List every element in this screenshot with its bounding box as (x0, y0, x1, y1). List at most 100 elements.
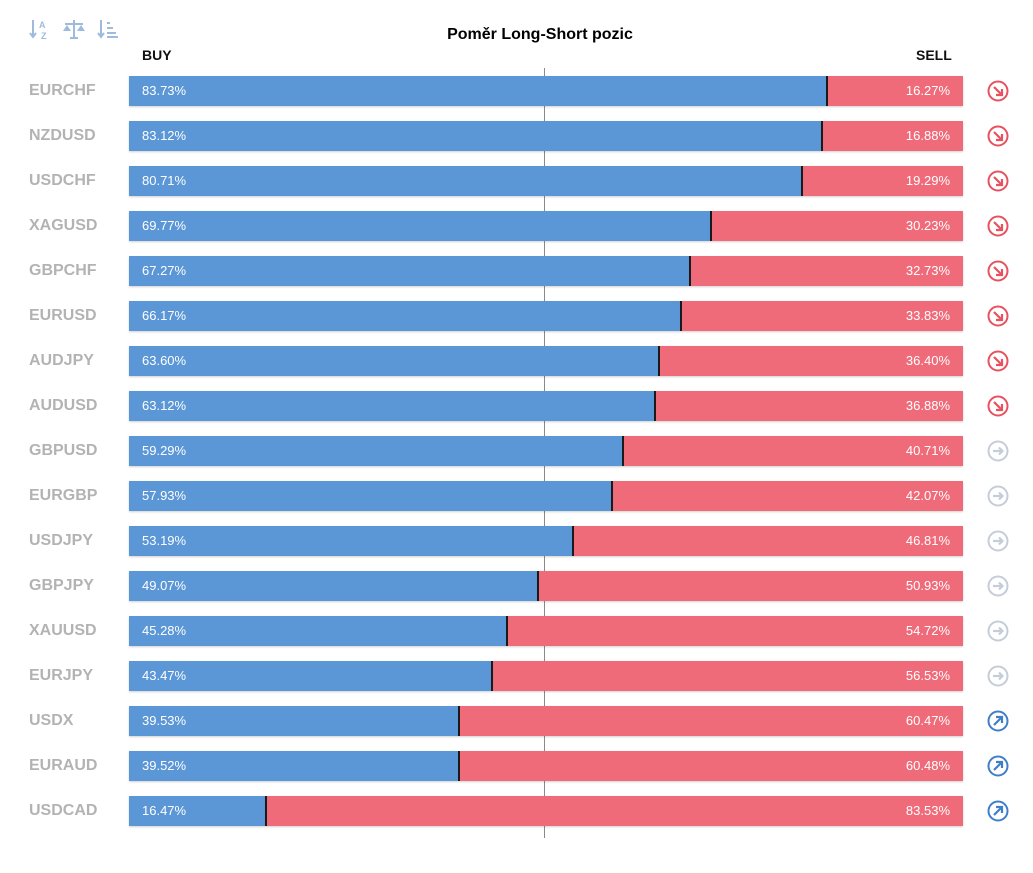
buy-bar (129, 256, 690, 286)
sell-percent: 36.88% (905, 398, 950, 413)
sort-list-icon[interactable] (96, 17, 120, 41)
symbol-label: XAGUSD (29, 217, 98, 234)
ratio-divider (458, 751, 460, 781)
symbol-label: USDX (29, 712, 74, 729)
symbol-label: AUDJPY (29, 352, 94, 369)
buy-bar (129, 571, 538, 601)
arrow-right-icon[interactable] (987, 665, 1009, 687)
ratio-row: GBPJPY 49.07% 50.93% (0, 571, 1033, 601)
arrow-down-right-icon[interactable] (987, 170, 1009, 192)
arrow-down-right-icon[interactable] (987, 395, 1009, 417)
buy-percent: 83.12% (142, 128, 187, 143)
sort-az-icon[interactable]: A Z (28, 17, 52, 41)
arrow-up-right-icon[interactable] (987, 800, 1009, 822)
ratio-divider (689, 256, 691, 286)
buy-bar (129, 481, 612, 511)
arrow-right-icon[interactable] (987, 620, 1009, 642)
ratio-row: EURJPY 43.47% 56.53% (0, 661, 1033, 691)
ratio-row: EURAUD 39.52% 60.48% (0, 751, 1033, 781)
buy-percent: 67.27% (142, 263, 187, 278)
buy-percent: 69.77% (142, 218, 187, 233)
ratio-divider (537, 571, 539, 601)
sell-bar (655, 391, 963, 421)
arrow-down-right-icon[interactable] (987, 305, 1009, 327)
sell-percent: 60.48% (905, 758, 950, 773)
arrow-up-right-icon[interactable] (987, 755, 1009, 777)
ratio-row: XAUUSD 45.28% 54.72% (0, 616, 1033, 646)
symbol-label: USDCAD (29, 802, 98, 819)
buy-percent: 39.53% (142, 713, 187, 728)
sell-bar (711, 211, 963, 241)
sort-az-bottom: Z (41, 31, 47, 41)
ratio-row: NZDUSD 83.12% 16.88% (0, 121, 1033, 151)
buy-bar (129, 76, 827, 106)
buy-percent: 49.07% (142, 578, 187, 593)
toolbar: A Z (28, 17, 120, 41)
sell-bar (623, 436, 963, 466)
ratio-row: USDCAD 16.47% 83.53% (0, 796, 1033, 826)
ratio-bar: 53.19% 46.81% (129, 526, 963, 556)
sell-bar (690, 256, 963, 286)
buy-header: BUY (142, 47, 172, 63)
symbol-label: GBPJPY (29, 577, 94, 594)
ratio-bar: 83.12% 16.88% (129, 121, 963, 151)
ratio-row: AUDUSD 63.12% 36.88% (0, 391, 1033, 421)
ratio-divider (658, 346, 660, 376)
symbol-label: NZDUSD (29, 127, 96, 144)
sell-bar (266, 796, 963, 826)
sell-percent: 32.73% (905, 263, 950, 278)
ratio-bar: 45.28% 54.72% (129, 616, 963, 646)
sort-az-top: A (39, 20, 46, 30)
symbol-label: AUDUSD (29, 397, 98, 414)
ratio-divider (265, 796, 267, 826)
buy-percent: 16.47% (142, 803, 187, 818)
sell-percent: 54.72% (905, 623, 950, 638)
buy-percent: 63.12% (142, 398, 187, 413)
sell-percent: 33.83% (905, 308, 950, 323)
chart-title: Poměr Long-Short pozic (447, 26, 633, 43)
ratio-divider (622, 436, 624, 466)
arrow-down-right-icon[interactable] (987, 125, 1009, 147)
sell-percent: 50.93% (905, 578, 950, 593)
ratio-row: EURGBP 57.93% 42.07% (0, 481, 1033, 511)
arrow-down-right-icon[interactable] (987, 80, 1009, 102)
buy-bar (129, 166, 802, 196)
sell-percent: 16.27% (905, 83, 950, 98)
ratio-row: USDX 39.53% 60.47% (0, 706, 1033, 736)
ratio-bar: 49.07% 50.93% (129, 571, 963, 601)
sell-bar (459, 751, 963, 781)
arrow-down-right-icon[interactable] (987, 260, 1009, 282)
sell-bar (802, 166, 963, 196)
ratio-row: EURCHF 83.73% 16.27% (0, 76, 1033, 106)
symbol-label: EURGBP (29, 487, 98, 504)
ratio-bar: 57.93% 42.07% (129, 481, 963, 511)
balance-scale-icon[interactable] (62, 17, 86, 41)
buy-bar (129, 616, 507, 646)
sell-bar (507, 616, 963, 646)
sell-bar (492, 661, 963, 691)
ratio-divider (506, 616, 508, 646)
sell-percent: 16.88% (905, 128, 950, 143)
buy-bar (129, 391, 655, 421)
sell-percent: 83.53% (905, 803, 950, 818)
ratio-divider (680, 301, 682, 331)
buy-bar (129, 751, 459, 781)
arrow-right-icon[interactable] (987, 485, 1009, 507)
arrow-up-right-icon[interactable] (987, 710, 1009, 732)
sell-percent: 36.40% (905, 353, 950, 368)
arrow-down-right-icon[interactable] (987, 350, 1009, 372)
ratio-row: GBPCHF 67.27% 32.73% (0, 256, 1033, 286)
arrow-right-icon[interactable] (987, 440, 1009, 462)
ratio-divider (826, 76, 828, 106)
sell-bar (822, 121, 963, 151)
buy-bar (129, 301, 681, 331)
sell-percent: 30.23% (905, 218, 950, 233)
ratio-bar: 67.27% 32.73% (129, 256, 963, 286)
sell-percent: 56.53% (905, 668, 950, 683)
arrow-right-icon[interactable] (987, 530, 1009, 552)
ratio-bar: 80.71% 19.29% (129, 166, 963, 196)
arrow-right-icon[interactable] (987, 575, 1009, 597)
arrow-down-right-icon[interactable] (987, 215, 1009, 237)
ratio-divider (611, 481, 613, 511)
